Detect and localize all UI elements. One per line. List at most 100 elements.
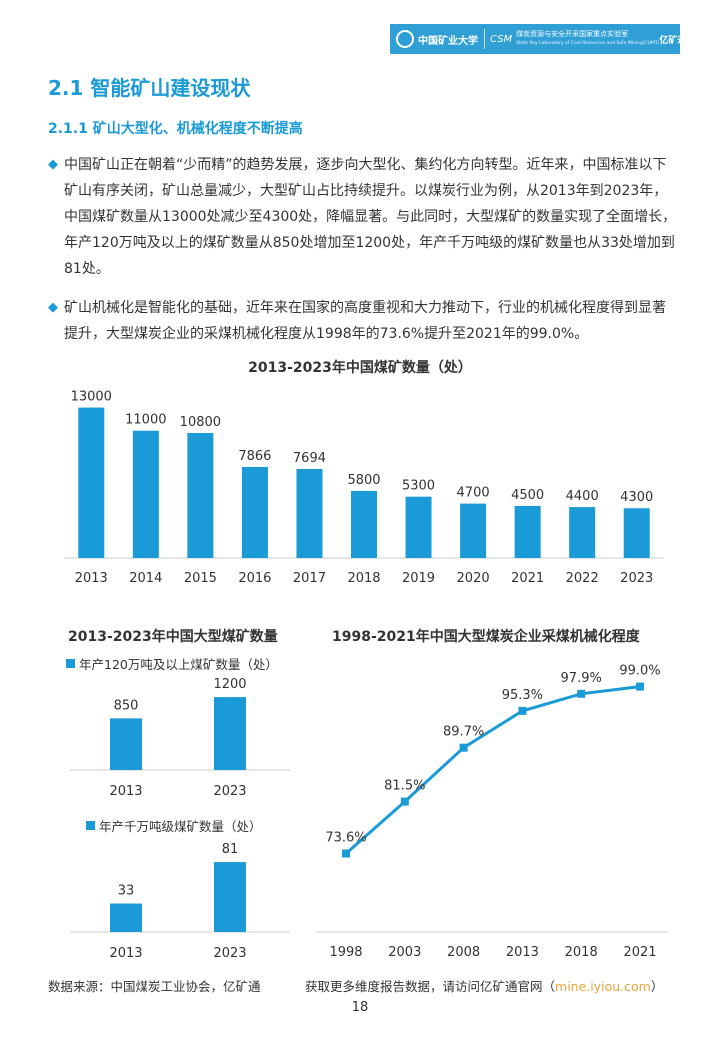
x-tick-label: 2023 bbox=[620, 571, 653, 586]
large-mines-chart: 850 2013 1200 2023 bbox=[70, 677, 290, 799]
x-tick-label: 2021 bbox=[511, 571, 544, 586]
x-tick-label: 2013 bbox=[75, 571, 108, 586]
bar bbox=[623, 508, 650, 558]
lab-name-en: State Key Laboratory of Coal Resources a… bbox=[516, 41, 660, 46]
paragraph-text: 矿山机械化是智能化的基础，近年来在国家的高度重视和大力推动下，行业的机械化程度得… bbox=[64, 300, 666, 342]
footer-more-prefix: 获取更多维度报告数据，请访问亿矿通官网（ bbox=[305, 979, 556, 994]
logo-divider bbox=[484, 29, 485, 49]
x-tick-label: 2019 bbox=[402, 571, 435, 586]
chart-title-large-mines: 2013-2023年中国大型煤矿数量 bbox=[68, 629, 278, 645]
header-logo-banner: 中国矿业大学 CSM 煤炭资源与安全开采国家重点实验室 State Key La… bbox=[390, 24, 686, 54]
mechanization-chart: 73.6% 1998 81.5% 2003 89.7% 2008 95.3% 2013 97.9… bbox=[316, 664, 668, 960]
data-label: 850 bbox=[114, 698, 139, 713]
bar bbox=[241, 466, 268, 558]
coal-mine-count-chart: 13000 2013 11000 2014 10800 2015 7866 2016 7694 2… bbox=[64, 390, 664, 586]
bar bbox=[214, 697, 246, 770]
data-label: 11000 bbox=[125, 413, 166, 428]
data-label: 33 bbox=[118, 884, 135, 899]
paragraph-2: ◆ 矿山机械化是智能化的基础，近年来在国家的高度重视和大力推动下，行业的机械化程… bbox=[48, 295, 678, 347]
x-tick-label: 2020 bbox=[457, 571, 490, 586]
x-tick-label: 2021 bbox=[623, 945, 656, 960]
x-tick-label: 2015 bbox=[184, 571, 217, 586]
section-title: 2.1 智能矿山建设现状 bbox=[48, 76, 251, 100]
legend-label: 年产千万吨级煤矿数量（处） bbox=[99, 819, 262, 834]
x-tick-label: 2008 bbox=[447, 945, 480, 960]
diamond-bullet-icon: ◆ bbox=[48, 157, 58, 172]
bar bbox=[351, 490, 377, 558]
data-label: 81 bbox=[222, 842, 239, 857]
x-tick-label: 1998 bbox=[329, 945, 362, 960]
legend-large-mines: 年产120万吨及以上煤矿数量（处） bbox=[66, 654, 278, 673]
chart-title-coal-mines: 2013-2023年中国煤矿数量（处） bbox=[248, 360, 472, 376]
legend-swatch bbox=[86, 821, 95, 830]
data-point bbox=[459, 743, 468, 752]
data-point bbox=[342, 849, 350, 858]
lab-name: 煤炭资源与安全开采国家重点实验室 State Key Laboratory of… bbox=[516, 30, 659, 48]
data-label: 73.6% bbox=[325, 830, 366, 845]
data-label: 10800 bbox=[180, 415, 221, 430]
bar bbox=[132, 430, 159, 558]
data-label: 4400 bbox=[566, 489, 599, 504]
legend-swatch bbox=[66, 659, 75, 668]
data-point bbox=[518, 706, 527, 715]
legend-ten-million-mines: 年产千万吨级煤矿数量（处） bbox=[86, 816, 262, 835]
data-label: 99.0% bbox=[619, 664, 660, 679]
x-tick-label: 2023 bbox=[213, 946, 246, 961]
x-tick-label: 2016 bbox=[238, 571, 271, 586]
x-tick-label: 2022 bbox=[566, 571, 599, 586]
bar bbox=[110, 718, 142, 770]
footer-more-info: 获取更多维度报告数据，请访问亿矿通官网（mine.iyiou.com） bbox=[305, 976, 663, 995]
data-label: 1200 bbox=[213, 677, 246, 692]
paragraph-1: ◆ 中国矿山正在朝着“少而精”的趋势发展，逐步向大型化、集约化方向转型。近年来，… bbox=[48, 152, 678, 282]
data-label: 7866 bbox=[238, 449, 271, 464]
csm-logo: CSM bbox=[490, 33, 513, 45]
bar bbox=[187, 433, 214, 558]
data-label: 97.9% bbox=[561, 671, 602, 686]
paragraph-text: 中国矿山正在朝着“少而精”的趋势发展，逐步向大型化、集约化方向转型。近年来，中国… bbox=[64, 157, 677, 277]
data-label: 4500 bbox=[511, 488, 544, 503]
data-label: 4700 bbox=[457, 486, 490, 501]
data-label: 13000 bbox=[71, 390, 112, 405]
legend-label: 年产120万吨及以上煤矿数量（处） bbox=[79, 657, 278, 672]
university-name: 中国矿业大学 bbox=[418, 35, 478, 47]
website-link[interactable]: mine.iyiou.com bbox=[555, 979, 651, 994]
x-tick-label: 2017 bbox=[293, 571, 326, 586]
data-label: 4300 bbox=[620, 490, 653, 505]
footer-more-suffix: ） bbox=[650, 979, 664, 994]
data-source: 数据来源：中国煤炭工业协会，亿矿通 bbox=[48, 979, 261, 994]
bar bbox=[514, 505, 541, 558]
data-label: 5300 bbox=[402, 479, 435, 494]
data-label: 5800 bbox=[347, 473, 380, 488]
bar bbox=[296, 468, 323, 558]
series-line bbox=[345, 685, 641, 855]
university-seal-icon bbox=[396, 30, 414, 48]
x-tick-label: 2018 bbox=[565, 945, 598, 960]
brand-logo: 亿矿通 bbox=[659, 35, 687, 46]
lab-name-cn: 煤炭资源与安全开采国家重点实验室 bbox=[516, 30, 629, 38]
bar bbox=[214, 862, 246, 932]
data-point bbox=[400, 797, 409, 806]
bar bbox=[569, 507, 596, 558]
x-tick-label: 2013 bbox=[506, 945, 539, 960]
data-label: 89.7% bbox=[443, 725, 484, 740]
bar bbox=[110, 903, 142, 932]
data-point bbox=[577, 689, 586, 698]
x-tick-label: 2003 bbox=[388, 945, 421, 960]
diamond-bullet-icon: ◆ bbox=[48, 300, 58, 315]
bar bbox=[78, 407, 105, 558]
bar bbox=[460, 503, 487, 558]
x-tick-label: 2023 bbox=[213, 784, 246, 799]
data-label: 81.5% bbox=[384, 779, 425, 794]
chart-title-mechanization: 1998-2021年中国大型煤炭企业采煤机械化程度 bbox=[332, 629, 640, 645]
data-label: 7694 bbox=[293, 451, 326, 466]
x-tick-label: 2013 bbox=[109, 784, 142, 799]
data-label: 95.3% bbox=[502, 688, 543, 703]
data-point bbox=[636, 682, 644, 691]
x-tick-label: 2018 bbox=[347, 571, 380, 586]
ten-million-mines-chart: 33 2013 81 2023 bbox=[70, 842, 290, 961]
bar bbox=[405, 496, 432, 558]
subsection-title: 2.1.1 矿山大型化、机械化程度不断提高 bbox=[48, 121, 303, 137]
x-tick-label: 2014 bbox=[129, 571, 162, 586]
page-number: 18 bbox=[351, 1000, 369, 1015]
x-tick-label: 2013 bbox=[109, 946, 142, 961]
